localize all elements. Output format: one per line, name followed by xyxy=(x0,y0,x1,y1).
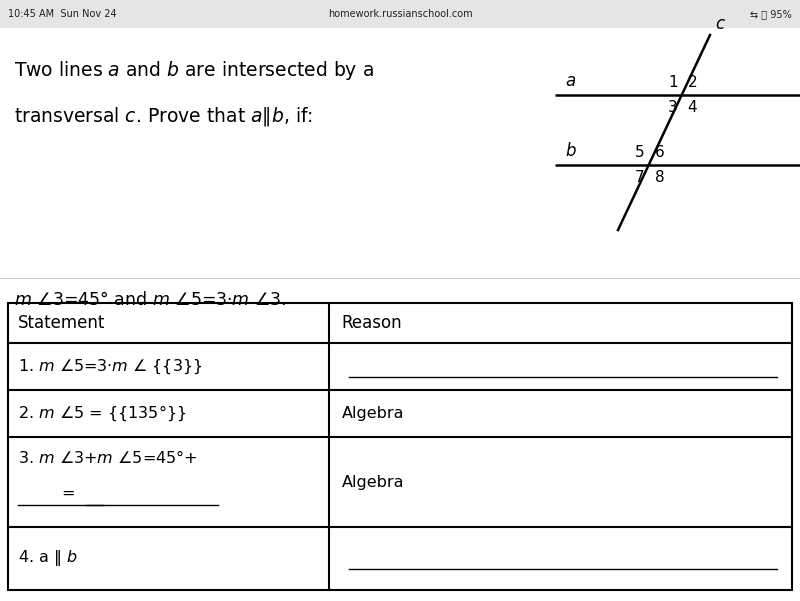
Text: Algebra: Algebra xyxy=(342,406,404,421)
Text: $\mathit{a}$: $\mathit{a}$ xyxy=(565,72,576,90)
Text: =: = xyxy=(62,486,74,501)
Text: $\mathit{c}$: $\mathit{c}$ xyxy=(715,15,726,33)
Text: 2. $m$ $\angle$5 = {{135°}}: 2. $m$ $\angle$5 = {{135°}} xyxy=(18,404,186,423)
Text: 2: 2 xyxy=(688,75,698,90)
Bar xyxy=(8,303,792,590)
Text: 3: 3 xyxy=(668,100,678,115)
Text: transversal $\mathit{c}$. Prove that $\mathit{a}$$\|$$\mathit{b}$, if:: transversal $\mathit{c}$. Prove that $\m… xyxy=(14,105,313,127)
Text: Reason: Reason xyxy=(342,314,402,332)
Text: Statement: Statement xyxy=(18,314,106,332)
Text: 1. $m$ $\angle$5=3·$m$ $\angle$ {{3}}: 1. $m$ $\angle$5=3·$m$ $\angle$ {{3}} xyxy=(18,358,202,376)
Text: 6: 6 xyxy=(654,145,665,160)
Text: 5: 5 xyxy=(635,145,645,160)
Text: 8: 8 xyxy=(654,170,664,185)
Text: 4. a ‖ $\mathit{b}$: 4. a ‖ $\mathit{b}$ xyxy=(18,549,78,569)
Text: 7: 7 xyxy=(635,170,645,185)
Text: $m$ $\angle$3=45° and $m$ $\angle$5=3·$m$ $\angle$3.: $m$ $\angle$3=45° and $m$ $\angle$5=3·$m… xyxy=(14,291,286,309)
Text: Two lines $\mathit{a}$ and $\mathit{b}$ are intersected by a: Two lines $\mathit{a}$ and $\mathit{b}$ … xyxy=(14,58,374,82)
Bar xyxy=(0,0,800,28)
Text: 10:45 AM  Sun Nov 24: 10:45 AM Sun Nov 24 xyxy=(8,9,117,19)
Text: 3. $m$ $\angle$3+$m$ $\angle$5=45°+: 3. $m$ $\angle$3+$m$ $\angle$5=45°+ xyxy=(18,449,198,466)
Text: 1: 1 xyxy=(668,75,678,90)
Text: Algebra: Algebra xyxy=(342,475,404,489)
Text: 4: 4 xyxy=(688,100,698,115)
Text: $\mathit{b}$: $\mathit{b}$ xyxy=(565,142,577,160)
Text: ⇆ 🔋 95%: ⇆ 🔋 95% xyxy=(750,9,792,19)
Text: homework.russianschool.com: homework.russianschool.com xyxy=(328,9,472,19)
